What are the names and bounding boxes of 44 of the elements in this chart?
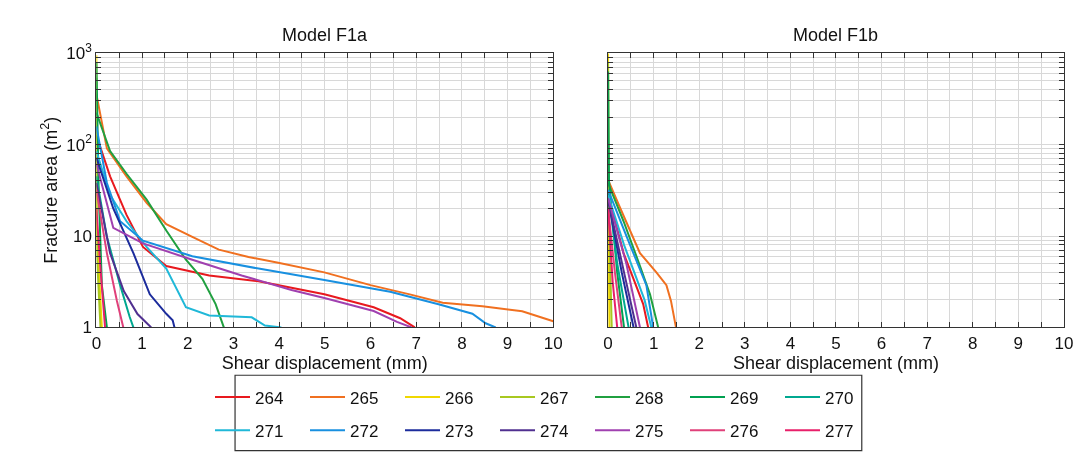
x-tick-label: 7 — [411, 333, 421, 353]
legend-label: 275 — [635, 421, 664, 441]
y-tick-label: 10 — [72, 226, 92, 246]
legend-label: 273 — [445, 421, 474, 441]
x-axis-title: Shear displacement (mm) — [221, 352, 428, 373]
chart-title: Model F1a — [282, 25, 369, 45]
x-tick-label: 10 — [1054, 333, 1074, 353]
x-tick-label: 1 — [648, 333, 659, 353]
legend-label: 277 — [825, 421, 854, 441]
x-tick-label: 1 — [137, 333, 147, 353]
legend-label: 266 — [445, 388, 474, 408]
legend-label: 264 — [255, 388, 284, 408]
x-tick-label: 5 — [831, 333, 841, 353]
legend-label: 267 — [540, 388, 569, 408]
legend-label: 269 — [730, 388, 759, 408]
legend-label: 268 — [635, 388, 664, 408]
x-tick-label: 8 — [457, 333, 467, 353]
y-tick-label: 1 — [82, 318, 92, 338]
legend-label: 272 — [350, 421, 379, 441]
x-tick-label: 5 — [320, 333, 330, 353]
x-tick-label: 8 — [967, 333, 978, 353]
x-axis-title: Shear displacement (mm) — [732, 352, 940, 373]
x-tick-label: 2 — [694, 333, 704, 353]
legend-label: 270 — [825, 388, 854, 408]
x-tick-label: 3 — [740, 333, 750, 353]
x-tick-label: 4 — [785, 333, 796, 353]
legend-label: 271 — [255, 421, 284, 441]
x-tick-label: 6 — [876, 333, 887, 353]
legend-label: 265 — [350, 388, 379, 408]
chart-title: Model F1b — [793, 25, 879, 45]
x-tick-label: 3 — [228, 333, 239, 353]
x-tick-label: 7 — [922, 333, 932, 353]
x-tick-label: 2 — [183, 333, 193, 353]
y-tick-label: 10$^{3}$ — [66, 41, 93, 64]
legend-label: 276 — [730, 421, 759, 441]
x-tick-label: 10 — [543, 333, 563, 353]
x-tick-label: 0 — [603, 333, 613, 353]
y-tick-label: 10$^{2}$ — [66, 132, 93, 155]
x-tick-label: 0 — [91, 333, 102, 353]
x-tick-label: 4 — [274, 333, 284, 353]
legend-label: 274 — [540, 421, 569, 441]
x-tick-label: 6 — [365, 333, 376, 353]
x-tick-label: 9 — [502, 333, 513, 353]
x-tick-label: 9 — [1013, 333, 1024, 353]
